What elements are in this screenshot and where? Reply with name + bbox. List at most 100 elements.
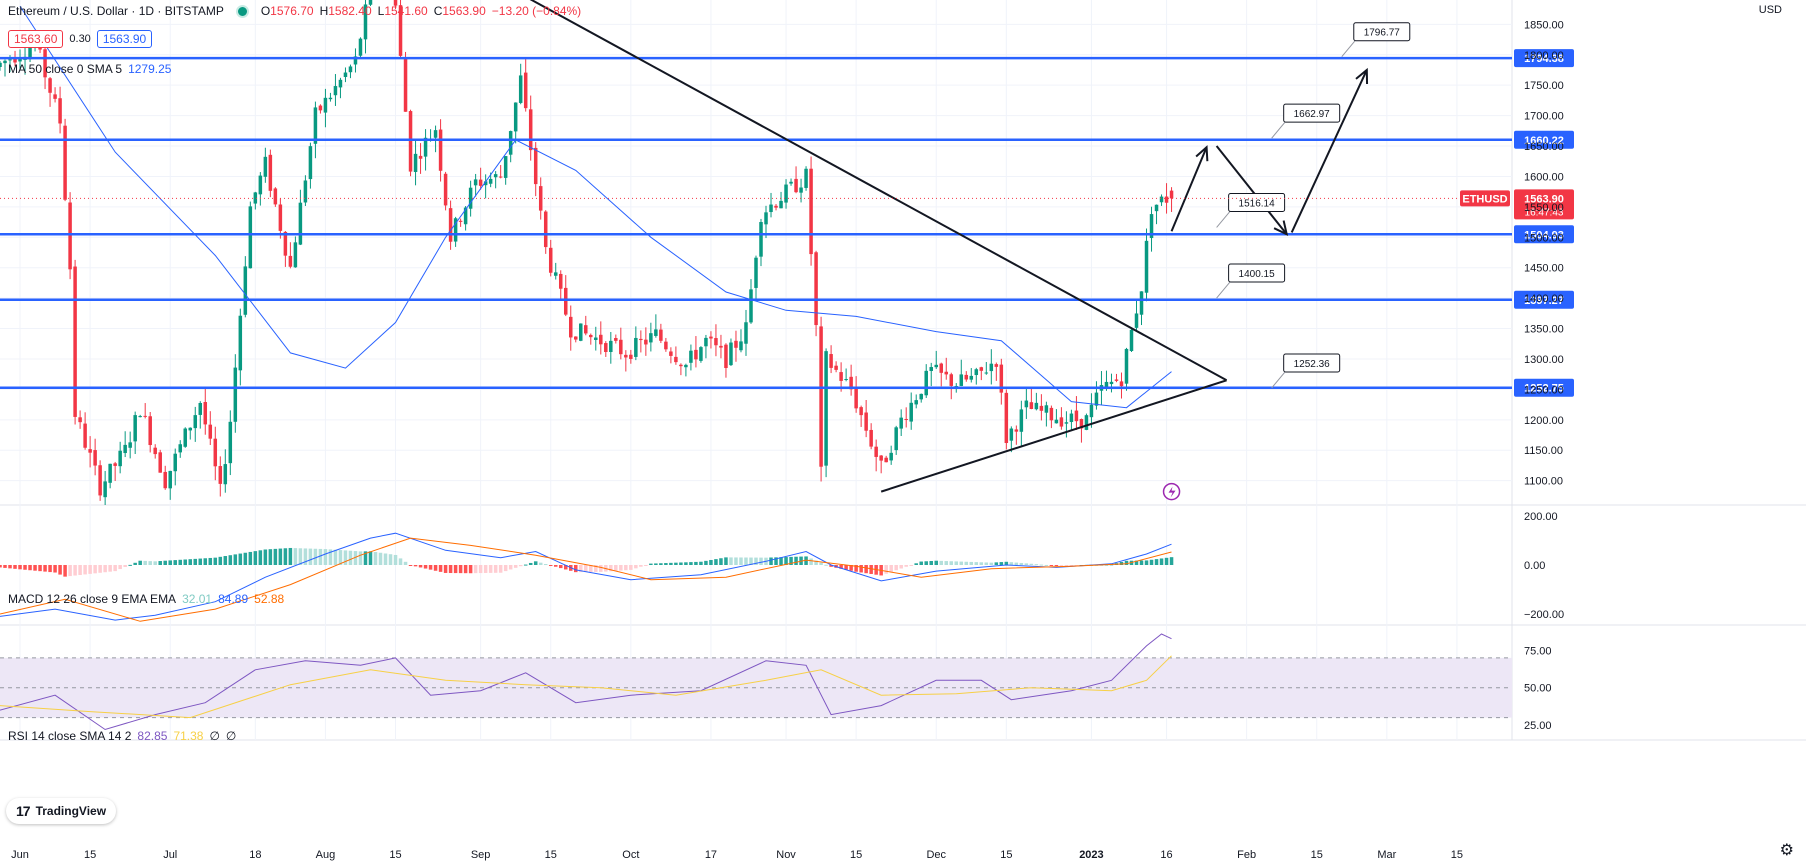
macd-histogram-bar	[478, 565, 483, 574]
price-callout-box	[1283, 103, 1341, 123]
macd-histogram-bar	[709, 559, 713, 565]
candle-body	[959, 374, 964, 386]
candle-body	[1124, 348, 1129, 384]
macd-histogram-bar	[999, 562, 1004, 565]
macd-histogram-bar	[984, 562, 989, 565]
macd-histogram-bar	[704, 560, 708, 565]
macd-histogram-bar	[804, 556, 808, 565]
date-tick-label: Jul	[163, 849, 177, 861]
level-price-tag	[1514, 378, 1574, 397]
macd-histogram-bar	[914, 563, 918, 565]
tradingview-logo[interactable]: 17 TradingView	[6, 798, 117, 824]
buy-price-button[interactable]: 1563.90	[96, 30, 153, 48]
macd-histogram-bar	[944, 561, 949, 565]
level-price-tag-text: 1504.93	[1524, 229, 1564, 241]
price-callout-text: 1516.14	[1239, 198, 1276, 209]
candle-body	[13, 58, 17, 63]
candle-body	[754, 257, 758, 288]
candle-body	[569, 316, 573, 338]
candle-body	[103, 481, 107, 498]
candle-body	[463, 207, 468, 225]
macd-histogram-bar	[1044, 564, 1049, 566]
macd-histogram-bar	[423, 565, 428, 569]
macd-histogram-bar	[574, 565, 578, 573]
macd-legend[interactable]: MACD 12 26 close 9 EMA EMA 32.01 84.89 5…	[8, 592, 284, 606]
macd-histogram-bar	[93, 565, 97, 574]
candle-body	[1169, 190, 1174, 199]
date-tick-label: 15	[1451, 849, 1463, 861]
macd-signal-line	[0, 537, 1172, 622]
candle-body	[759, 222, 763, 257]
symbol-title[interactable]: Ethereum / U.S. Dollar · 1D · BITSTAMP	[8, 4, 224, 18]
macd-histogram-bar	[599, 565, 603, 572]
candle-body	[974, 369, 979, 376]
candle-body	[804, 168, 808, 188]
macd-histogram-bar	[508, 565, 513, 570]
rsi-legend[interactable]: RSI 14 close SMA 14 2 82.85 71.38 ∅ ∅	[8, 729, 236, 743]
macd-histogram-bar	[1154, 559, 1159, 565]
candle-body	[513, 102, 518, 132]
candle-body	[934, 364, 938, 368]
candle-body	[1004, 392, 1009, 444]
candle-body	[368, 0, 373, 5]
candle-body	[709, 336, 713, 339]
macd-histogram-bar	[584, 565, 588, 573]
ma-legend[interactable]: MA 50 close 0 SMA 5 1279.25	[8, 62, 171, 76]
currency-label[interactable]: USD	[1758, 4, 1782, 16]
sell-price-button[interactable]: 1563.60	[8, 30, 64, 48]
macd-histogram-bar	[1004, 561, 1009, 565]
candle-body	[904, 418, 908, 420]
price-tick-label: 1600.00	[1524, 171, 1564, 183]
settings-gear-icon[interactable]: ⚙	[1779, 842, 1794, 859]
macd-histogram-bar	[1059, 565, 1064, 566]
macd-histogram-bar	[563, 565, 568, 570]
macd-histogram-bar	[589, 565, 593, 573]
macd-histogram-bar	[814, 560, 818, 565]
macd-histogram-bar	[258, 550, 263, 565]
symbol-tag-text: ETHUSD	[1462, 193, 1507, 205]
tradingview-mark-icon: 17	[16, 803, 31, 819]
candle-body	[478, 179, 483, 186]
macd-hist-value: 32.01	[182, 592, 213, 606]
candle-body	[1079, 419, 1084, 429]
date-tick-label: Nov	[776, 849, 796, 861]
candle-body	[579, 323, 583, 341]
macd-histogram-bar	[433, 565, 438, 571]
candle-body	[644, 339, 648, 345]
ohlc-open: O1576.70	[260, 4, 314, 18]
macd-histogram-bar	[338, 550, 343, 565]
price-tick-label: 1350.00	[1524, 324, 1564, 336]
ohlc-high: H1582.40	[319, 4, 372, 18]
macd-histogram-bar	[664, 563, 668, 565]
candle-body	[964, 374, 969, 380]
rsi-line	[0, 633, 1172, 731]
bid-ask-row: 1563.60 0.30 1563.90	[8, 30, 153, 48]
macd-histogram-bar	[68, 565, 72, 577]
macd-histogram-bar	[724, 557, 728, 565]
ma-legend-value: 1279.25	[128, 62, 172, 76]
macd-histogram-bar	[198, 558, 203, 565]
macd-histogram-bar	[383, 553, 388, 565]
macd-histogram-bar	[398, 558, 403, 565]
candle-body	[659, 329, 663, 341]
candle-body	[243, 266, 248, 315]
rsi-legend-label: RSI 14 close SMA 14 2	[8, 729, 132, 743]
price-callout-text: 1662.97	[1294, 109, 1331, 120]
candle-body	[949, 374, 954, 386]
date-tick-label: 15	[1311, 849, 1323, 861]
macd-histogram-bar	[273, 548, 278, 565]
macd-line	[0, 532, 1172, 621]
macd-histogram-bar	[714, 559, 718, 565]
macd-histogram-bar	[513, 565, 518, 568]
macd-histogram-bar	[388, 554, 393, 565]
date-tick-label: 15	[84, 849, 96, 861]
price-callout-text: 1252.36	[1294, 359, 1331, 370]
candle-body	[829, 354, 833, 368]
macd-histogram-bar	[363, 551, 368, 565]
candle-body	[924, 370, 928, 396]
candle-body	[258, 175, 263, 195]
candle-body	[528, 109, 533, 151]
macd-histogram-bar	[188, 559, 193, 565]
macd-histogram-bar	[163, 560, 167, 565]
